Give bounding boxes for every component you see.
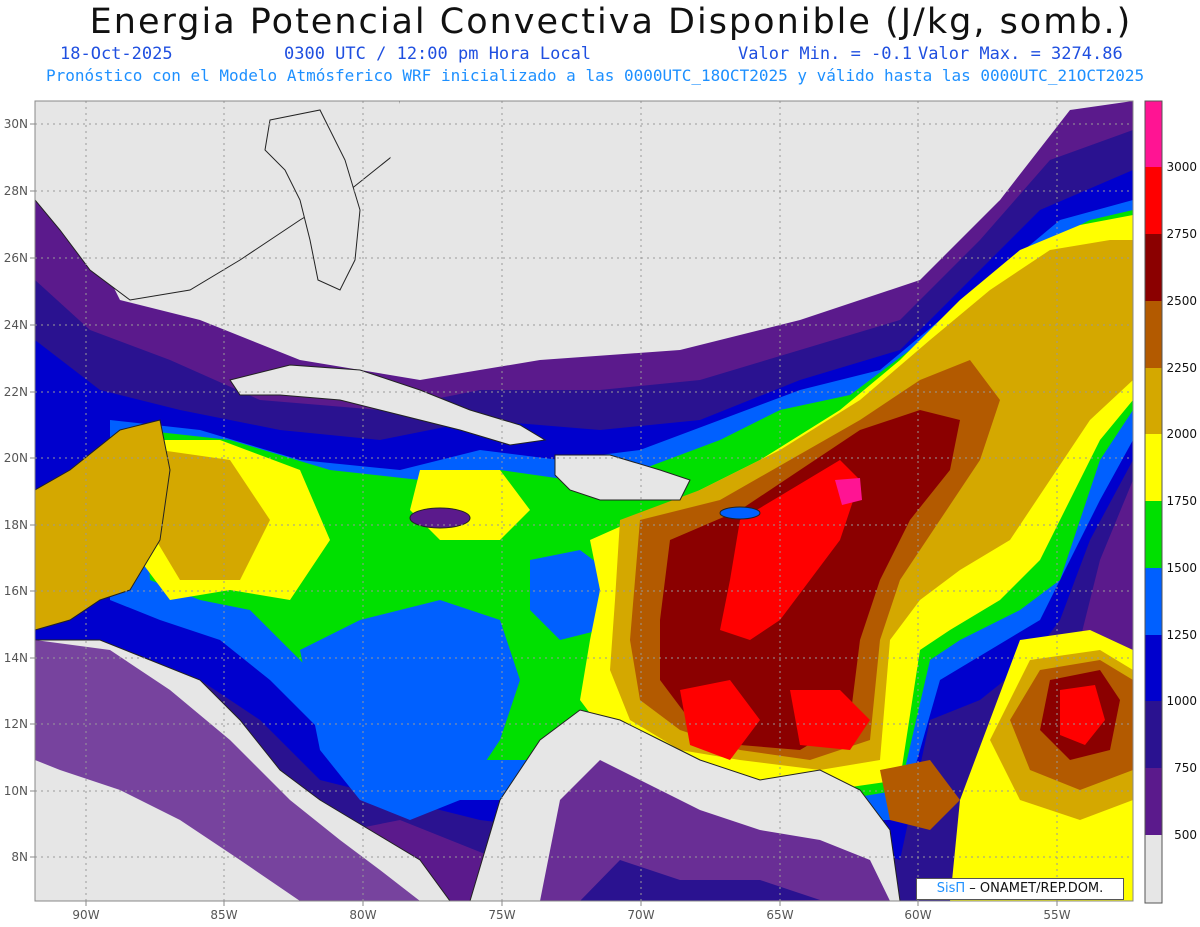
lat-label: 10N (4, 784, 28, 798)
colorbar-swatch (1145, 234, 1162, 301)
longitude-labels: 90W 85W 80W 75W 70W 65W 60W 55W (72, 908, 1070, 922)
colorbar-swatch (1145, 101, 1162, 167)
colorbar-swatch (1145, 501, 1162, 568)
map-title: Energia Potencial Convectiva Disponible … (89, 2, 1133, 42)
colorbar-label: 3000 (1166, 160, 1197, 174)
colorbar-swatch (1145, 434, 1162, 501)
lon-label: 55W (1043, 908, 1070, 922)
colorbar-swatch (1145, 835, 1162, 903)
lat-label: 14N (4, 651, 28, 665)
colorbar-label: 2500 (1166, 294, 1197, 308)
lon-label: 90W (72, 908, 99, 922)
forecast-date: 18-Oct-2025 (60, 44, 173, 64)
lon-label: 75W (488, 908, 515, 922)
colorbar-label: 1500 (1166, 561, 1197, 575)
colorbar-label: 2000 (1166, 427, 1197, 441)
lat-label: 18N (4, 518, 28, 532)
colorbar-swatch (1145, 301, 1162, 368)
forecast-description: Pronóstico con el Modelo Atmósferico WRF… (46, 66, 1145, 85)
lon-label: 60W (904, 908, 931, 922)
colorbar-swatch (1145, 368, 1162, 434)
credit-text: – ONAMET/REP.DOM. (969, 881, 1104, 896)
credit-box: SisΠ – ONAMET/REP.DOM. (916, 878, 1124, 900)
lon-label: 80W (349, 908, 376, 922)
colorbar-swatch (1145, 568, 1162, 635)
lat-label: 16N (4, 584, 28, 598)
latitude-labels: 30N 28N 26N 24N 22N 20N 18N 16N 14N 12N … (4, 117, 28, 864)
colorbar-swatch (1145, 167, 1162, 234)
lat-label: 22N (4, 385, 28, 399)
forecast-time: 0300 UTC / 12:00 pm Hora Local (284, 44, 592, 64)
colorbar-label: 1000 (1166, 694, 1197, 708)
graticule (35, 101, 1133, 901)
colorbar-labels: 3000 2750 2500 2250 2000 1750 1500 1250 … (1166, 160, 1197, 842)
colorbar-label: 750 (1174, 761, 1197, 775)
colorbar (1144, 100, 1163, 904)
colorbar-label: 1750 (1166, 494, 1197, 508)
min-value: Valor Min. = -0.1 (738, 44, 912, 64)
lon-label: 65W (766, 908, 793, 922)
max-value: Valor Max. = 3274.86 (918, 44, 1123, 64)
lat-label: 28N (4, 184, 28, 198)
colorbar-swatch (1145, 701, 1162, 768)
lon-label: 70W (627, 908, 654, 922)
colorbar-label: 2250 (1166, 361, 1197, 375)
lat-label: 20N (4, 451, 28, 465)
lat-label: 24N (4, 318, 28, 332)
colorbar-label: 500 (1174, 828, 1197, 842)
credit-brand: SisΠ (936, 881, 966, 896)
colorbar-label: 1250 (1166, 628, 1197, 642)
lat-label: 30N (4, 117, 28, 131)
lat-label: 12N (4, 717, 28, 731)
colorbar-label: 2750 (1166, 227, 1197, 241)
lat-ticks (30, 123, 1058, 906)
cape-field (35, 101, 1133, 901)
lat-label: 26N (4, 251, 28, 265)
lon-label: 85W (210, 908, 237, 922)
colorbar-swatch (1145, 635, 1162, 701)
plot-frame (34, 100, 1134, 902)
lat-label: 8N (11, 850, 28, 864)
colorbar-swatch (1145, 768, 1162, 835)
